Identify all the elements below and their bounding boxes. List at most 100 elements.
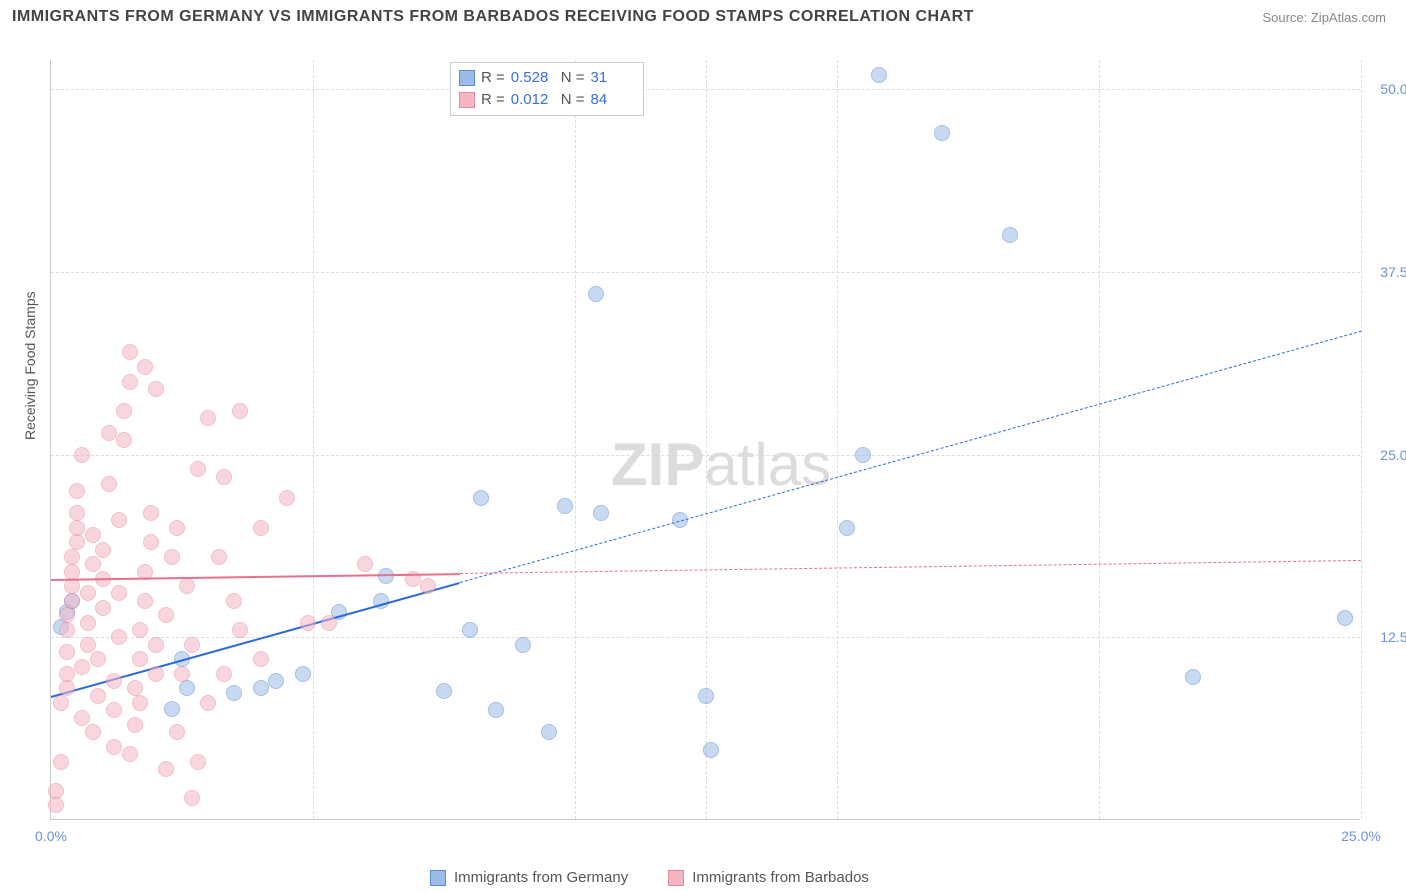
y-axis-title: Receiving Food Stamps <box>22 291 38 440</box>
legend-swatch <box>430 870 446 886</box>
scatter-point <box>69 483 85 499</box>
gridline-vertical <box>575 60 576 819</box>
scatter-point <box>179 680 195 696</box>
scatter-point <box>179 578 195 594</box>
x-tick-label: 25.0% <box>1341 828 1381 844</box>
scatter-point <box>111 585 127 601</box>
scatter-point <box>232 622 248 638</box>
legend-label: Immigrants from Barbados <box>692 869 869 886</box>
scatter-point <box>1185 669 1201 685</box>
legend-item: Immigrants from Barbados <box>668 869 869 886</box>
scatter-point <box>74 447 90 463</box>
stats-row: R =0.012N =84 <box>459 89 635 111</box>
scatter-point <box>95 600 111 616</box>
scatter-point <box>174 666 190 682</box>
scatter-point <box>143 505 159 521</box>
gridline-vertical <box>1361 60 1362 819</box>
scatter-point <box>253 680 269 696</box>
scatter-point <box>703 742 719 758</box>
scatter-point <box>122 746 138 762</box>
scatter-point <box>164 701 180 717</box>
scatter-point <box>90 688 106 704</box>
scatter-point <box>95 542 111 558</box>
scatter-point <box>190 754 206 770</box>
gridline-vertical <box>837 60 838 819</box>
scatter-point <box>169 724 185 740</box>
scatter-point <box>85 556 101 572</box>
scatter-point <box>148 637 164 653</box>
regression-line-dashed <box>460 560 1361 574</box>
chart-title: IMMIGRANTS FROM GERMANY VS IMMIGRANTS FR… <box>12 8 974 26</box>
scatter-point <box>127 680 143 696</box>
legend-item: Immigrants from Germany <box>430 869 628 886</box>
scatter-point <box>111 629 127 645</box>
source-label: Source: ZipAtlas.com <box>1262 10 1386 25</box>
scatter-point <box>80 637 96 653</box>
scatter-point <box>855 447 871 463</box>
scatter-point <box>90 651 106 667</box>
scatter-point <box>295 666 311 682</box>
scatter-point <box>48 797 64 813</box>
scatter-point <box>557 498 573 514</box>
scatter-point <box>462 622 478 638</box>
y-tick-label: 50.0% <box>1380 81 1406 97</box>
stats-legend: R =0.528N =31R =0.012N =84 <box>450 62 644 116</box>
scatter-point <box>74 710 90 726</box>
scatter-point <box>148 381 164 397</box>
scatter-point <box>515 637 531 653</box>
scatter-point <box>436 683 452 699</box>
scatter-point <box>211 549 227 565</box>
scatter-point <box>122 344 138 360</box>
scatter-point <box>200 695 216 711</box>
scatter-point <box>216 666 232 682</box>
scatter-point <box>190 461 206 477</box>
scatter-point <box>53 754 69 770</box>
scatter-point <box>101 425 117 441</box>
scatter-point <box>226 685 242 701</box>
n-label: N = <box>561 89 585 111</box>
scatter-chart: ZIPatlas 12.5%25.0%37.5%50.0%0.0%25.0% <box>50 60 1360 820</box>
scatter-point <box>279 490 295 506</box>
scatter-point <box>588 286 604 302</box>
scatter-point <box>64 549 80 565</box>
scatter-point <box>420 578 436 594</box>
scatter-point <box>871 67 887 83</box>
scatter-point <box>1337 610 1353 626</box>
y-tick-label: 37.5% <box>1380 264 1406 280</box>
scatter-point <box>1002 227 1018 243</box>
scatter-point <box>59 644 75 660</box>
r-value: 0.528 <box>511 67 555 89</box>
scatter-point <box>488 702 504 718</box>
scatter-point <box>148 666 164 682</box>
regression-line <box>51 573 460 581</box>
legend-swatch <box>459 92 475 108</box>
scatter-point <box>48 783 64 799</box>
scatter-point <box>321 615 337 631</box>
scatter-point <box>300 615 316 631</box>
scatter-point <box>357 556 373 572</box>
scatter-point <box>158 761 174 777</box>
scatter-point <box>253 651 269 667</box>
gridline-vertical <box>706 60 707 819</box>
scatter-point <box>85 527 101 543</box>
n-value: 84 <box>591 89 635 111</box>
scatter-point <box>69 520 85 536</box>
scatter-point <box>839 520 855 536</box>
scatter-point <box>59 666 75 682</box>
scatter-point <box>80 585 96 601</box>
scatter-point <box>169 520 185 536</box>
scatter-point <box>111 512 127 528</box>
scatter-point <box>593 505 609 521</box>
scatter-point <box>59 622 75 638</box>
scatter-point <box>698 688 714 704</box>
scatter-point <box>132 651 148 667</box>
scatter-point <box>69 505 85 521</box>
scatter-point <box>101 476 117 492</box>
legend-swatch <box>668 870 684 886</box>
scatter-point <box>541 724 557 740</box>
scatter-point <box>116 432 132 448</box>
scatter-point <box>232 403 248 419</box>
scatter-point <box>132 622 148 638</box>
scatter-point <box>64 564 80 580</box>
scatter-point <box>184 790 200 806</box>
